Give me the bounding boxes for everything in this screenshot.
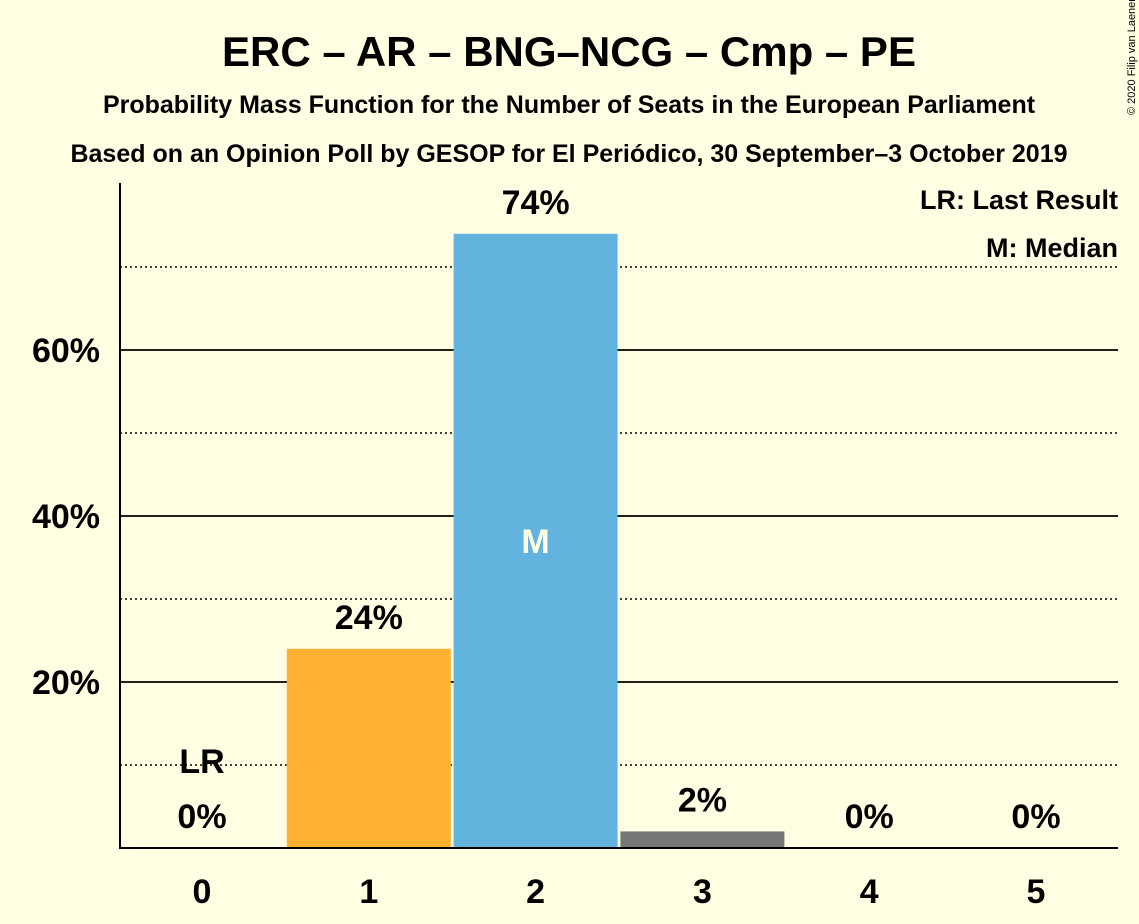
chart-subtitle-source: Based on an Opinion Poll by GESOP for El… (70, 140, 1067, 168)
gridlines: 20% 40% 60% (32, 266, 1118, 766)
value-label: 0% (177, 798, 226, 836)
x-tick-label: 4 (860, 873, 879, 911)
value-label: 2% (678, 781, 727, 819)
x-tick-label: 5 (1027, 873, 1046, 911)
legend-last-result: LR: Last Result (920, 185, 1118, 215)
x-tick-label: 3 (693, 873, 712, 911)
chart-subtitle: Probability Mass Function for the Number… (103, 91, 1036, 119)
y-tick-label: 20% (32, 664, 100, 702)
bar-seats-1 (286, 648, 451, 848)
legend-median: M: Median (986, 233, 1118, 263)
y-tick-label: 40% (32, 498, 100, 536)
x-tick-label: 2 (526, 873, 545, 911)
bar-seats-3 (620, 831, 785, 848)
value-label: 0% (1011, 798, 1060, 836)
last-result-marker: LR (179, 743, 224, 781)
chart-title: ERC – AR – BNG–NCG – Cmp – PE (222, 28, 916, 75)
median-marker: M (521, 523, 549, 561)
value-label: 0% (845, 798, 894, 836)
data-labels: 0% 24% 74% 2% 0% 0% LR M (177, 184, 1060, 836)
x-tick-label: 0 (193, 873, 212, 911)
copyright-note: © 2020 Filip van Laenen (1126, 0, 1138, 115)
bar-seats-2 (453, 233, 618, 849)
value-label: 24% (335, 599, 403, 637)
bars (286, 233, 785, 849)
y-tick-label: 60% (32, 332, 100, 370)
value-label: 74% (502, 184, 570, 222)
x-tick-label: 1 (359, 873, 378, 911)
axes: 0 1 2 3 4 5 (119, 183, 1118, 911)
